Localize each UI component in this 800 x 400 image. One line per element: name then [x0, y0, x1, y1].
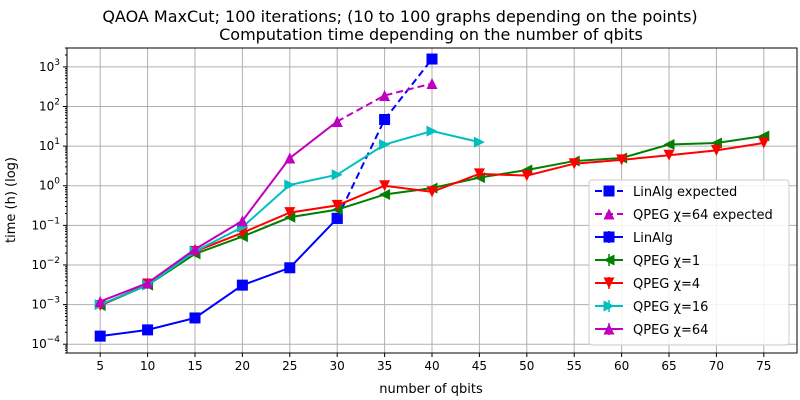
- legend-label: QPEG χ=1: [633, 254, 700, 269]
- legend-box: [588, 179, 790, 346]
- data-point: [426, 186, 438, 198]
- series-qpeg-64: [94, 115, 343, 307]
- y-tick-label: 103: [39, 58, 60, 74]
- data-point: [142, 324, 154, 336]
- data-point: [142, 277, 154, 289]
- x-axis-label: number of qbits: [379, 382, 483, 397]
- legend-entry: QPEG χ=1: [595, 254, 700, 269]
- series-line: [100, 217, 338, 338]
- legend-label: LinAlg expected: [633, 185, 737, 200]
- legend-marker: [603, 300, 615, 312]
- data-point: [568, 158, 580, 170]
- legend-label: QPEG χ=64 expected: [633, 208, 773, 223]
- legend-label: LinAlg: [633, 231, 673, 246]
- data-point: [236, 279, 248, 291]
- legend-label: QPEG χ=4: [633, 277, 700, 292]
- y-tick-label: 10−1: [31, 216, 60, 232]
- data-point: [426, 78, 438, 90]
- chart-title: QAOA MaxCut; 100 iterations; (10 to 100 …: [102, 7, 697, 26]
- legend-entry: LinAlg expected: [595, 185, 737, 200]
- x-tick-label: 75: [756, 359, 771, 373]
- x-tick-label: 15: [187, 359, 202, 373]
- data-point: [94, 330, 106, 342]
- data-point: [379, 89, 391, 101]
- data-point: [379, 114, 391, 126]
- legend-marker: [603, 231, 615, 243]
- series-line: [336, 58, 433, 219]
- x-tick-label: 65: [661, 359, 676, 373]
- data-point: [284, 179, 296, 191]
- data-point: [94, 295, 106, 307]
- legend-label: QPEG χ=64: [633, 323, 708, 338]
- data-point: [616, 154, 628, 166]
- x-tick-label: 70: [709, 359, 724, 373]
- legend-entry: QPEG χ=4: [595, 277, 700, 292]
- data-point: [189, 243, 201, 255]
- y-tick-label: 10−4: [31, 335, 60, 351]
- data-point: [426, 53, 438, 65]
- series-line: [99, 120, 338, 303]
- x-tick-label: 5: [96, 359, 104, 373]
- legend-entry: QPEG χ=16: [595, 300, 708, 315]
- data-point: [379, 138, 391, 150]
- y-tick-label: 101: [39, 137, 60, 153]
- x-tick-label: 55: [567, 359, 582, 373]
- series-linalg: [94, 212, 343, 342]
- legend-entry: QPEG χ=64: [595, 323, 708, 338]
- data-point: [284, 262, 296, 274]
- data-point: [663, 149, 675, 161]
- data-point: [284, 207, 296, 219]
- legend-label: QPEG χ=16: [633, 300, 708, 315]
- x-tick-label: 50: [519, 359, 534, 373]
- data-point: [426, 125, 438, 137]
- plot-frame: [66, 47, 798, 354]
- x-tick-label: 40: [424, 359, 439, 373]
- data-point: [710, 144, 722, 156]
- data-point: [521, 170, 533, 182]
- data-point: [758, 137, 770, 149]
- data-point: [331, 115, 343, 127]
- data-point: [331, 199, 343, 211]
- data-point: [473, 136, 485, 148]
- x-tick-label: 30: [330, 359, 345, 373]
- y-tick-label: 102: [39, 98, 60, 114]
- y-axis-label: time (h) (log): [4, 157, 19, 243]
- x-tick-label: 45: [472, 359, 487, 373]
- legend-marker: [603, 323, 615, 335]
- legend-entry: QPEG χ=64 expected: [595, 208, 773, 223]
- data-point: [189, 312, 201, 324]
- x-tick-label: 60: [614, 359, 629, 373]
- data-point: [379, 189, 391, 201]
- data-point: [331, 212, 343, 224]
- legend-entry: LinAlg: [595, 231, 673, 246]
- legend-marker: [603, 185, 615, 197]
- data-point: [284, 152, 296, 164]
- x-tick-label: 10: [140, 359, 155, 373]
- x-tick-label: 35: [377, 359, 392, 373]
- y-tick-label: 10−3: [31, 296, 60, 312]
- legend-marker: [603, 208, 615, 220]
- data-point: [379, 180, 391, 192]
- y-tick-label: 100: [39, 177, 60, 193]
- legend-marker: [603, 277, 615, 289]
- data-point: [663, 138, 675, 150]
- x-tick-label: 25: [282, 359, 297, 373]
- data-point: [236, 215, 248, 227]
- chart-subtitle: Computation time depending on the number…: [219, 25, 643, 44]
- data-point: [473, 168, 485, 180]
- data-point: [331, 169, 343, 181]
- legend-marker: [603, 254, 615, 266]
- y-tick-label: 10−2: [31, 256, 60, 272]
- x-tick-label: 20: [235, 359, 250, 373]
